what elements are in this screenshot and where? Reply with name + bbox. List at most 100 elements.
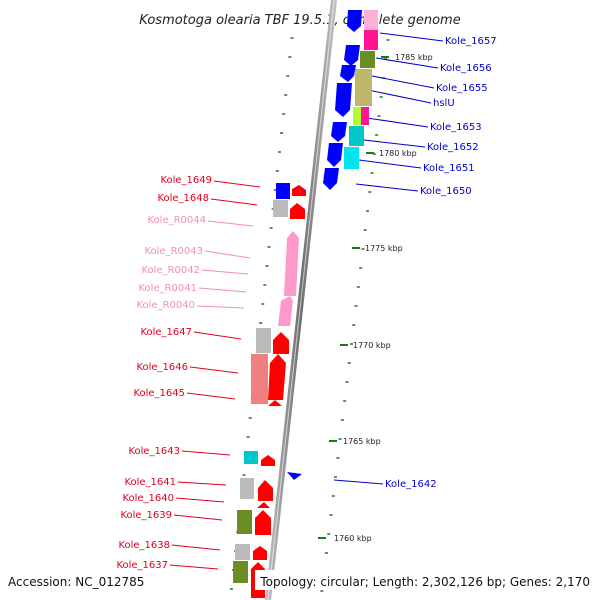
forward-features (233, 183, 306, 598)
gene-label-kole-1645[interactable]: Kole_1645 (133, 388, 185, 399)
gene-arrow[interactable] (261, 455, 275, 466)
leader-line (189, 366, 239, 374)
gene-label-kole-1650[interactable]: Kole_1650 (420, 186, 472, 197)
gene-arrow[interactable] (287, 472, 302, 480)
feature-block[interactable] (344, 147, 359, 169)
leader-line (186, 392, 236, 400)
gene-arrow[interactable] (257, 502, 270, 508)
gene-label-kole-1642[interactable]: Kole_1642 (385, 479, 437, 490)
topology-text: Topology: circular; Length: 2,302,126 bp… (259, 575, 590, 589)
feature-block[interactable] (364, 30, 378, 50)
feature-block[interactable] (276, 183, 290, 199)
gene-label-kole-r0042[interactable]: Kole_R0042 (141, 265, 200, 276)
feature-block[interactable] (353, 107, 361, 125)
leader-line (204, 250, 251, 259)
gene-label-kole-1656[interactable]: Kole_1656 (440, 63, 492, 74)
gene-arrow[interactable] (331, 122, 347, 142)
leader-line (181, 450, 231, 456)
scale-ticks (318, 56, 389, 539)
scale-label: 1780 kbp (379, 149, 417, 158)
leader-line (193, 331, 242, 340)
feature-block[interactable] (349, 126, 364, 146)
gene-label-kole-1640[interactable]: Kole_1640 (122, 493, 174, 504)
gene-arrow[interactable] (258, 480, 273, 501)
feature-block[interactable] (244, 451, 258, 464)
map-title: Kosmotoga olearia TBF 19.5.1, complete g… (139, 13, 460, 28)
gene-label-kole-1649[interactable]: Kole_1649 (160, 175, 212, 186)
feature-block[interactable] (361, 107, 369, 125)
leader-line (379, 32, 444, 42)
gene-arrow[interactable] (340, 65, 356, 82)
gene-label-kole-r0041[interactable]: Kole_R0041 (138, 283, 197, 294)
gene-label-kole-1639[interactable]: Kole_1639 (120, 510, 172, 521)
gene-label-kole-1637[interactable]: Kole_1637 (116, 560, 168, 571)
scale-label: 1785 kbp (395, 53, 433, 62)
gene-label-kole-r0040[interactable]: Kole_R0040 (136, 300, 195, 311)
label-leader-lines (169, 32, 444, 570)
leader-line (375, 57, 439, 69)
reverse-features (287, 10, 378, 480)
leader-line (198, 287, 247, 293)
gene-arrow[interactable] (255, 510, 271, 535)
accession-text: Accession: NC_012785 (8, 575, 144, 589)
gene-arrow[interactable] (273, 332, 289, 354)
leader-line (366, 117, 429, 128)
gene-arrow[interactable] (268, 354, 286, 400)
feature-block[interactable] (233, 561, 248, 583)
feature-block[interactable] (273, 200, 288, 217)
gene-label-kole-1653[interactable]: Kole_1653 (430, 122, 482, 133)
gene-label-kole-1643[interactable]: Kole_1643 (128, 446, 180, 457)
gene-label-kole-1651[interactable]: Kole_1651 (423, 163, 475, 174)
leader-line (371, 75, 435, 89)
leader-line (175, 497, 225, 503)
feature-block[interactable] (237, 510, 252, 534)
rna-feature[interactable] (278, 296, 293, 326)
leader-line (177, 481, 227, 486)
feature-block[interactable] (364, 10, 378, 30)
gene-label-kole-1657[interactable]: Kole_1657 (445, 36, 497, 47)
feature-block[interactable] (235, 544, 250, 560)
rna-feature[interactable] (284, 231, 299, 296)
gene-label-kole-1648[interactable]: Kole_1648 (157, 193, 209, 204)
leader-line (363, 139, 426, 148)
gene-arrow[interactable] (347, 10, 362, 32)
right-gene-labels: Kole_1657 Kole_1656 Kole_1655 hslU Kole_… (385, 36, 497, 490)
leader-line (210, 198, 258, 206)
feature-block[interactable] (240, 478, 254, 499)
footer-backdrop (255, 570, 600, 590)
gene-label-kole-r0044[interactable]: Kole_R0044 (147, 215, 206, 226)
leader-line (367, 89, 432, 104)
gene-arrow[interactable] (253, 546, 267, 560)
gene-label-kole-1646[interactable]: Kole_1646 (136, 362, 188, 373)
scale-label: 1760 kbp (334, 534, 372, 543)
leader-line (333, 479, 384, 485)
feature-block[interactable] (251, 354, 268, 404)
leader-line (201, 269, 249, 275)
feature-block[interactable] (355, 69, 372, 106)
leader-line (196, 305, 245, 309)
gene-label-kole-1652[interactable]: Kole_1652 (427, 142, 479, 153)
scale-label: 1770 kbp (353, 341, 391, 350)
gene-arrow[interactable] (323, 168, 339, 190)
gene-arrow[interactable] (292, 185, 306, 196)
leader-line (169, 564, 219, 570)
gene-label-kole-1647[interactable]: Kole_1647 (140, 327, 192, 338)
gene-arrow[interactable] (327, 143, 343, 167)
gene-arrow[interactable] (335, 83, 352, 117)
gene-label-kole-1655[interactable]: Kole_1655 (436, 83, 488, 94)
gene-label-kole-1641[interactable]: Kole_1641 (124, 477, 176, 488)
gene-label-hslu[interactable]: hslU (433, 98, 455, 109)
leader-line (171, 544, 221, 551)
feature-block[interactable] (256, 328, 271, 353)
feature-block[interactable] (360, 51, 375, 68)
leader-line (213, 180, 261, 188)
gene-arrow[interactable] (290, 203, 305, 219)
gene-label-kole-r0043[interactable]: Kole_R0043 (144, 246, 203, 257)
leader-line (173, 514, 223, 521)
gene-arrow[interactable] (344, 45, 360, 66)
left-gene-labels: Kole_1649 Kole_1648 Kole_R0044 Kole_R004… (116, 175, 212, 571)
gene-label-kole-1638[interactable]: Kole_1638 (118, 540, 170, 551)
leader-line (207, 220, 254, 227)
gene-arrow[interactable] (268, 400, 282, 406)
